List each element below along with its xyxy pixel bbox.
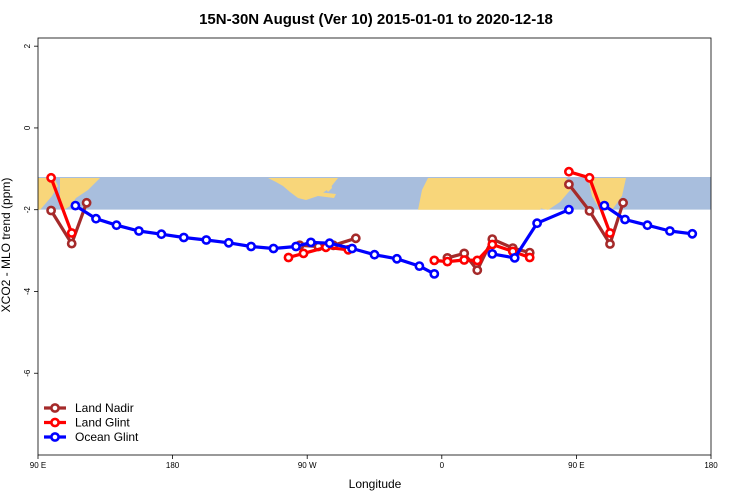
land-cuba [318,192,336,198]
land-glint-point [564,166,574,177]
land-glint-point [459,255,470,265]
land-glint-point [429,255,440,266]
ocean-glint-point [564,204,574,215]
ocean-glint-point [111,220,122,231]
land-glint-point [584,172,595,183]
y-axis-label: XCO2 - MLO trend (ppm) [0,178,13,313]
map-band-land [38,178,626,210]
x-axis-label: Longitude [349,477,402,491]
x-tick-label: 0 [440,461,445,470]
land-india-east [60,178,100,210]
land-nadir-point [584,205,595,216]
ocean-glint-point [305,237,316,248]
ocean-glint-point [391,253,402,264]
x-tick-label: 180 [704,461,718,470]
ocean-glint-point [509,252,520,263]
ocean-glint-point [347,243,357,254]
ocean-glint-point [429,268,440,279]
ocean-glint-line [74,204,436,276]
y-tick-label: -6 [23,369,32,377]
ocean-glint-point [268,243,279,254]
legend-marker [50,417,60,428]
ocean-glint-point [487,248,498,259]
ocean-glint-point [223,237,234,248]
ocean-glint-point [599,200,610,211]
land-nadir-point [350,233,361,244]
land-nadir-point [66,238,77,249]
ocean-glint-point [70,200,81,211]
ocean-glint-point [642,220,653,231]
series-ocean-glint [70,200,698,279]
land-nadir-point [472,265,483,276]
land-glint-point [605,228,615,238]
ocean-glint-point [324,238,335,249]
series-layer [46,166,698,279]
y-tick-label: -4 [23,287,32,295]
chart-title: 15N-30N August (Ver 10) 2015-01-01 to 20… [199,11,553,28]
land-nadir-point [81,197,92,208]
land-glint-point [524,252,535,263]
x-tick-label: 90 E [568,461,584,470]
land-glint-point [66,228,77,238]
legend-label: Land Glint [75,416,130,430]
y-tick-label: -2 [23,206,32,214]
x-tick-label: 90 E [30,461,46,470]
plot-frame [37,37,712,456]
land-nadir-point [618,197,628,208]
legend-marker [50,403,60,413]
ocean-glint-point [201,235,212,245]
land-glint-point [442,256,453,267]
y-tick-label: 0 [23,125,32,130]
land-sahara [418,178,550,210]
legend-item-ocean-glint: Ocean Glint [44,430,139,444]
ocean-glint-point [156,229,167,240]
y-tick-label: 2 [23,43,32,48]
land-mexico [268,178,338,200]
land-nadir-point [564,179,574,190]
land-nadir-point [46,205,56,216]
ocean-glint-point [291,241,301,252]
land-glint-point [487,239,498,250]
x-tick-label: 180 [166,461,180,470]
world-map-band [38,177,711,210]
ocean-glint-point [369,249,380,260]
legend-label: Land Nadir [75,401,134,415]
ocean-glint-point [414,261,425,271]
ocean-glint-point [91,213,101,224]
legend-item-land-nadir: Land Nadir [44,401,134,415]
ocean-glint-point [665,226,675,236]
legend-item-land-glint: Land Glint [44,416,130,430]
ocean-glint-line [492,208,570,260]
land-florida [322,178,332,192]
land-glint-point [298,248,309,259]
legend-marker [50,432,60,442]
land-glint-point [472,255,483,266]
axes: 90 E 180 90 W 0 90 E 180 2 0 -2 -4 -6 [23,43,718,470]
ocean-glint-point [532,218,542,229]
land-nadir-point [605,239,615,249]
ocean-glint-point [178,232,189,243]
land-glint-point [46,172,56,183]
land-glint-line [288,245,349,260]
land-arabia [520,178,572,210]
land-glint-line [49,177,74,234]
legend-label: Ocean Glint [75,430,139,444]
land-nadir-line [567,183,625,246]
ocean-glint-point [246,241,256,252]
ocean-glint-point [133,226,144,236]
x-tick-label: 90 W [298,461,317,470]
land-glint-point [283,252,294,263]
ocean-glint-point [687,228,698,239]
ocean-glint-point [620,214,630,225]
